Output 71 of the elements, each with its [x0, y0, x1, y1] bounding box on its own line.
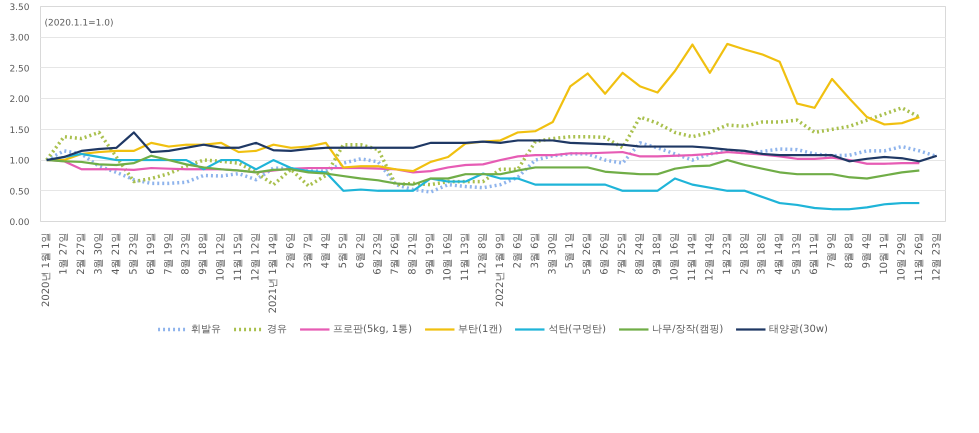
x-tick-label: 6월 11일 [809, 232, 820, 275]
x-tick-label: 7월 25일 [617, 232, 628, 275]
x-tick-label: 2월 18일 [739, 232, 750, 275]
x-tick-label: 1월 23일 [722, 232, 733, 275]
line-series [44, 106, 922, 188]
legend-label: 나무/장작(캠핑) [652, 323, 724, 336]
x-tick-label: 6월 26일 [600, 232, 611, 275]
x-tick-label: 5월 13일 [792, 232, 803, 275]
x-tick-label: 5월 26일 [582, 232, 594, 275]
x-tick-label: 10월 16일 [669, 232, 680, 282]
x-tick-label: 2021년 1월 14일 [268, 232, 280, 314]
x-tick-label: 3월 6일 [530, 232, 541, 268]
y-tick-label: 1.00 [9, 156, 30, 167]
x-tick-label: 3월 30일 [547, 232, 558, 275]
legend-label: 부탄(1캔) [458, 323, 502, 336]
x-tick-label: 4월 4일 [320, 232, 332, 268]
x-tick-label: 10월 16일 [442, 232, 454, 282]
x-tick-label: 11월 14일 [686, 232, 698, 282]
y-tick-label: 0.50 [9, 187, 30, 198]
x-tick-label: 8월 24일 [634, 232, 646, 275]
x-tick-label: 12월 23일 [931, 232, 942, 282]
y-tick-label: 0.00 [9, 218, 30, 228]
x-tick-label: 6월 19일 [146, 232, 157, 275]
x-tick-label: 8월 8일 [844, 232, 855, 268]
x-tick-label: 3월 30일 [93, 232, 104, 275]
line-series [46, 131, 938, 162]
legend-label: 경유 [267, 323, 288, 336]
x-tick-label: 9월 4일 [861, 232, 872, 268]
x-tick-label: 11월 26일 [914, 232, 925, 282]
x-tick-label: 10월 12일 [216, 232, 227, 282]
x-tick-label: 11월 13일 [460, 232, 472, 282]
x-tick-label: 2월 27일 [76, 232, 88, 275]
x-tick-label: 2022년 1월 9일 [494, 232, 506, 308]
x-tick-label: 8월 23일 [180, 232, 192, 275]
line-series [46, 154, 920, 186]
x-tick-label: 10월 1일 [878, 232, 890, 275]
y-tick-label: 3.50 [9, 3, 30, 13]
x-tick-label: 7월 9일 [826, 232, 838, 268]
x-tick-label: 9월 19일 [425, 232, 436, 275]
x-tick-label: 9월 18일 [652, 232, 664, 275]
x-tick-label: 2020년 1월 1일 [41, 232, 52, 308]
x-tick-label: 7월 26일 [390, 232, 402, 275]
x-tick-label: 12월 14일 [704, 232, 716, 282]
x-tick-label: 4월 21일 [110, 232, 122, 275]
legend-label: 프로판(5kg, 1통) [333, 323, 412, 336]
x-tick-label: 11월 15일 [233, 232, 244, 282]
x-tick-label: 3월 7일 [302, 232, 314, 268]
x-tick-label: 6월 23일 [372, 232, 384, 275]
x-tick-label: 2월 6일 [285, 232, 296, 268]
x-tick-label: 5월 1일 [564, 232, 576, 268]
y-tick-label: 3.00 [9, 34, 30, 44]
x-tick-label: 10월 29일 [896, 232, 908, 282]
x-tick-label: 2월 6일 [512, 232, 524, 268]
legend-label: 휘발유 [191, 323, 222, 336]
x-tick-label: 1월 27일 [58, 232, 70, 275]
x-tick-label: 6월 2일 [355, 232, 366, 268]
x-tick-label: 4월 14일 [774, 232, 786, 275]
x-tick-label: 8월 21일 [408, 232, 419, 275]
y-tick-label: 2.50 [9, 64, 30, 74]
legend-label: 석탄(구멍탄) [548, 323, 606, 336]
legend-label: 태양광(30w) [769, 323, 828, 336]
x-tick-label: 12월 8일 [477, 232, 488, 275]
x-tick-label: 12월 12일 [250, 232, 262, 282]
x-tick-label: 5월 5일 [338, 232, 349, 268]
annotation: (2020.1.1=1.0) [44, 18, 114, 28]
x-tick-label: 3월 18일 [756, 232, 768, 275]
x-tick-label: 7월 19일 [163, 232, 174, 275]
x-tick-label: 9월 18일 [198, 232, 210, 275]
x-tick-label: 5월 23일 [128, 232, 140, 275]
y-tick-label: 1.50 [9, 126, 30, 136]
y-tick-label: 2.00 [9, 95, 30, 106]
